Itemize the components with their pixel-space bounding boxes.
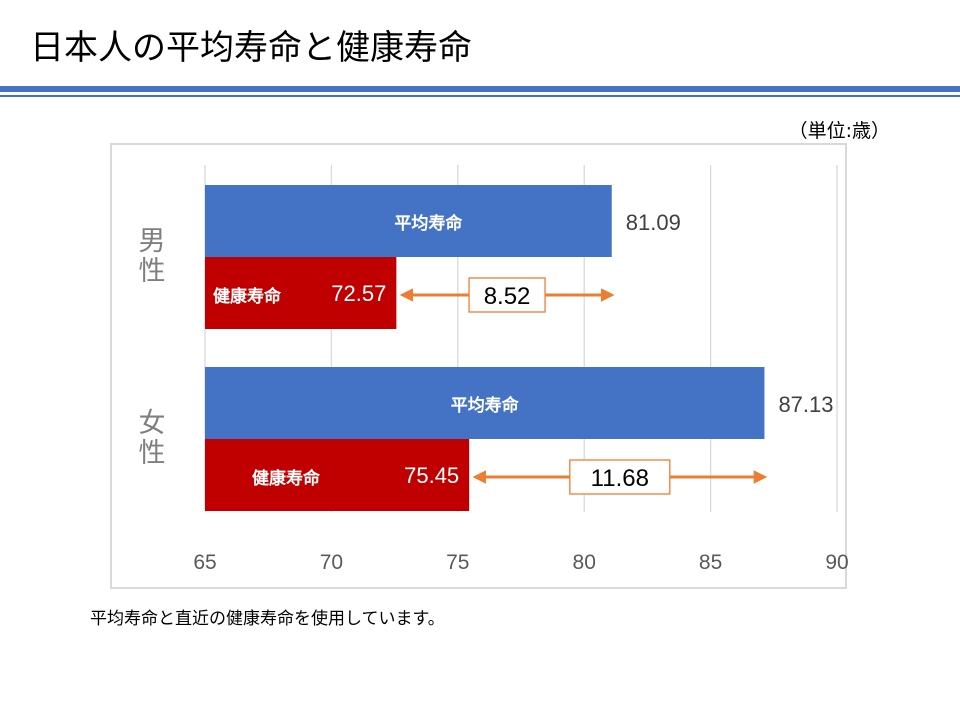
gap-value-label: 11.68 [591, 465, 649, 492]
bar-label: 平均寿命 [451, 395, 520, 416]
bar-label: 健康寿命 [252, 468, 321, 489]
category-label: 男 [139, 226, 166, 257]
bar-value-label: 72.57 [331, 281, 386, 306]
x-tick-label: 75 [446, 551, 469, 574]
title-divider-thick [0, 86, 960, 92]
x-tick-label: 70 [320, 551, 343, 574]
bar-value-label: 87.13 [778, 392, 833, 417]
gap-value-box [468, 277, 546, 313]
gap-value-box [569, 459, 671, 495]
x-tick-label: 85 [699, 551, 722, 574]
avg-lifespan-bar [205, 367, 765, 439]
healthy-lifespan-bar [205, 439, 470, 511]
page-title: 日本人の平均寿命と健康寿命 [30, 28, 472, 68]
bar-value-label: 81.09 [626, 210, 681, 235]
gap-value-label: 8.52 [484, 283, 531, 310]
category-label: 性 [139, 256, 166, 287]
bar-label: 健康寿命 [213, 286, 282, 307]
bar-label: 平均寿命 [394, 213, 463, 234]
category-label: 性 [139, 438, 166, 469]
x-tick-label: 80 [573, 551, 596, 574]
x-tick-label: 90 [825, 551, 848, 574]
avg-lifespan-bar [205, 185, 612, 257]
chart-frame [110, 143, 847, 589]
title-divider-thin [0, 95, 960, 97]
x-tick-label: 65 [193, 551, 216, 574]
healthy-lifespan-bar [205, 257, 397, 329]
footnote: 平均寿命と直近の健康寿命を使用しています。 [90, 609, 445, 629]
category-label: 女 [139, 408, 166, 439]
unit-note: （単位:歳） [788, 120, 890, 142]
bar-value-label: 75.45 [404, 463, 459, 488]
